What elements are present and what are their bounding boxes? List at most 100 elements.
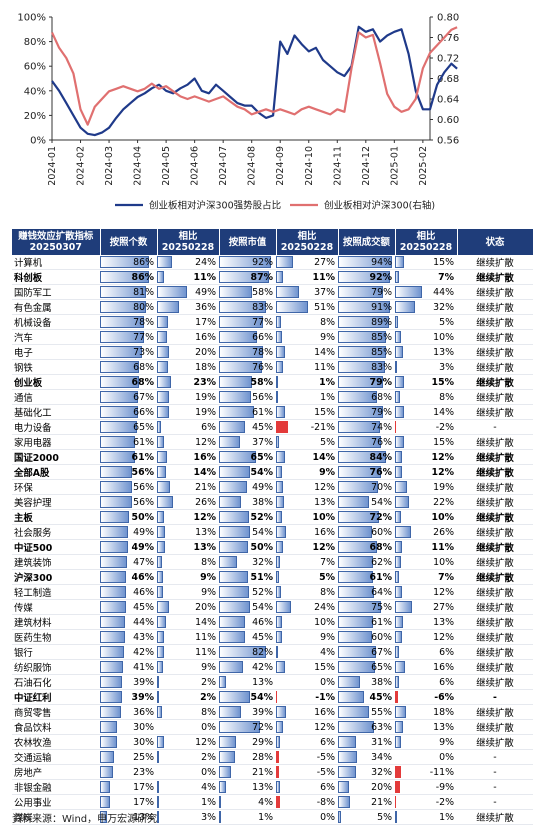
negative-data-bar xyxy=(395,796,397,808)
cell-value: 3% xyxy=(201,811,216,823)
cell-value: 15% xyxy=(433,256,454,268)
data-bar xyxy=(219,421,245,433)
cell-value: 91% xyxy=(371,301,392,313)
data-bar xyxy=(219,466,250,478)
row-name: 医药生物 xyxy=(12,629,100,645)
table-row: 环保 56% 21% 49% 12% 70% 19% 继续扩散 xyxy=(12,479,533,495)
header-cell-1: 按照个数 xyxy=(100,229,158,255)
cell-value: 45% xyxy=(252,631,273,643)
cell-col-5: 72% xyxy=(338,509,395,525)
left-tick-label: 20% xyxy=(24,111,46,122)
data-bar xyxy=(100,511,129,523)
x-tick-label: 2025-02 xyxy=(418,146,429,186)
cell-col-2: 18% xyxy=(157,359,219,375)
status-cell: 继续扩散 xyxy=(457,809,533,825)
data-bar xyxy=(157,496,174,508)
cell-col-5: 85% xyxy=(338,329,395,345)
negative-data-bar xyxy=(276,421,288,433)
row-name: 房地产 xyxy=(12,764,100,780)
cell-value: 15% xyxy=(431,376,454,388)
data-bar xyxy=(157,571,163,583)
data-bar xyxy=(395,316,399,328)
cell-value: 0% xyxy=(201,766,216,778)
data-bar xyxy=(157,466,166,478)
negative-data-bar xyxy=(276,766,279,778)
cell-col-1: 65% xyxy=(100,419,157,435)
cell-col-3: 39% xyxy=(219,704,276,720)
data-bar xyxy=(157,661,163,673)
data-bar xyxy=(395,601,412,613)
negative-data-bar xyxy=(395,781,401,793)
cell-col-6: 7% xyxy=(395,269,457,285)
cell-value: 76% xyxy=(252,361,273,373)
table-row: 家用电器 61% 12% 37% 5% 76% 15% 继续扩散 xyxy=(12,434,533,450)
data-bar xyxy=(276,601,291,613)
cell-value: 12% xyxy=(314,481,335,493)
data-bar xyxy=(395,496,409,508)
cell-col-1: 67% xyxy=(100,389,157,405)
cell-value: 37% xyxy=(252,436,273,448)
cell-value: 13% xyxy=(314,496,335,508)
data-bar xyxy=(276,571,280,583)
x-tick-label: 2024-08 xyxy=(247,146,258,186)
data-bar xyxy=(219,556,238,568)
data-bar xyxy=(395,706,407,718)
left-tick-label: 0% xyxy=(30,136,46,147)
cell-col-4: 15% xyxy=(276,404,338,420)
cell-value: 7% xyxy=(320,556,335,568)
cell-value: 0% xyxy=(201,721,216,733)
data-bar xyxy=(219,796,222,808)
data-bar xyxy=(157,601,170,613)
left-tick-label: 60% xyxy=(24,62,46,73)
cell-value: 21% xyxy=(195,481,216,493)
status-cell: 继续扩散 xyxy=(457,344,533,360)
data-bar xyxy=(276,346,285,358)
cell-value: 47% xyxy=(133,556,154,568)
cell-value: -5% xyxy=(316,766,335,778)
cell-col-1: 36% xyxy=(100,704,157,720)
data-bar xyxy=(276,736,280,748)
data-bar xyxy=(157,271,164,283)
cell-col-5: 64% xyxy=(338,584,395,600)
cell-value: 34% xyxy=(371,751,392,763)
cell-col-6: 32% xyxy=(395,299,457,315)
data-bar xyxy=(100,736,118,748)
cell-col-1: 25% xyxy=(100,749,157,765)
cell-value: 8% xyxy=(439,391,454,403)
cell-value: 7% xyxy=(438,571,454,583)
cell-value: 14% xyxy=(312,451,335,463)
cell-value: 14% xyxy=(193,466,216,478)
status-cell: 继续扩散 xyxy=(457,734,533,750)
data-bar xyxy=(276,466,282,478)
status-cell: 继续扩散 xyxy=(457,449,533,465)
data-bar xyxy=(157,586,163,598)
left-tick-label: 80% xyxy=(24,37,46,48)
left-tick-label: 100% xyxy=(17,13,46,24)
data-bar xyxy=(276,331,282,343)
cell-value: 56% xyxy=(133,496,154,508)
data-bar xyxy=(276,481,284,493)
data-bar xyxy=(276,661,286,673)
cell-col-6: -9% xyxy=(395,779,457,795)
cell-value: 50% xyxy=(131,511,154,523)
cell-col-1: 23% xyxy=(100,764,157,780)
chart-area: 100% 80% 60% 40% 20% 0% 0.80 0.76 0.72 0.68 0.64 0.… xyxy=(0,0,545,222)
cell-col-2: 24% xyxy=(157,255,219,270)
data-bar xyxy=(395,451,403,463)
cell-col-4: 11% xyxy=(276,359,338,375)
left-tick-label: 40% xyxy=(24,86,46,97)
status-cell: 继续扩散 xyxy=(457,509,533,525)
data-bar xyxy=(100,346,142,358)
cell-value: 10% xyxy=(433,556,454,568)
data-bar xyxy=(100,796,110,808)
cell-value: 94% xyxy=(371,256,392,268)
cell-value: 6% xyxy=(439,646,454,658)
table-row: 有色金属 80% 36% 83% 51% 91% 32% 继续扩散 xyxy=(12,299,533,315)
cell-col-4: 1% xyxy=(276,389,338,405)
data-bar xyxy=(395,271,400,283)
x-tick-label: 2024-04 xyxy=(133,146,144,186)
cell-value: 60% xyxy=(371,631,392,643)
data-bar xyxy=(100,706,121,718)
data-bar xyxy=(157,796,159,808)
cell-col-1: 73% xyxy=(100,344,157,360)
